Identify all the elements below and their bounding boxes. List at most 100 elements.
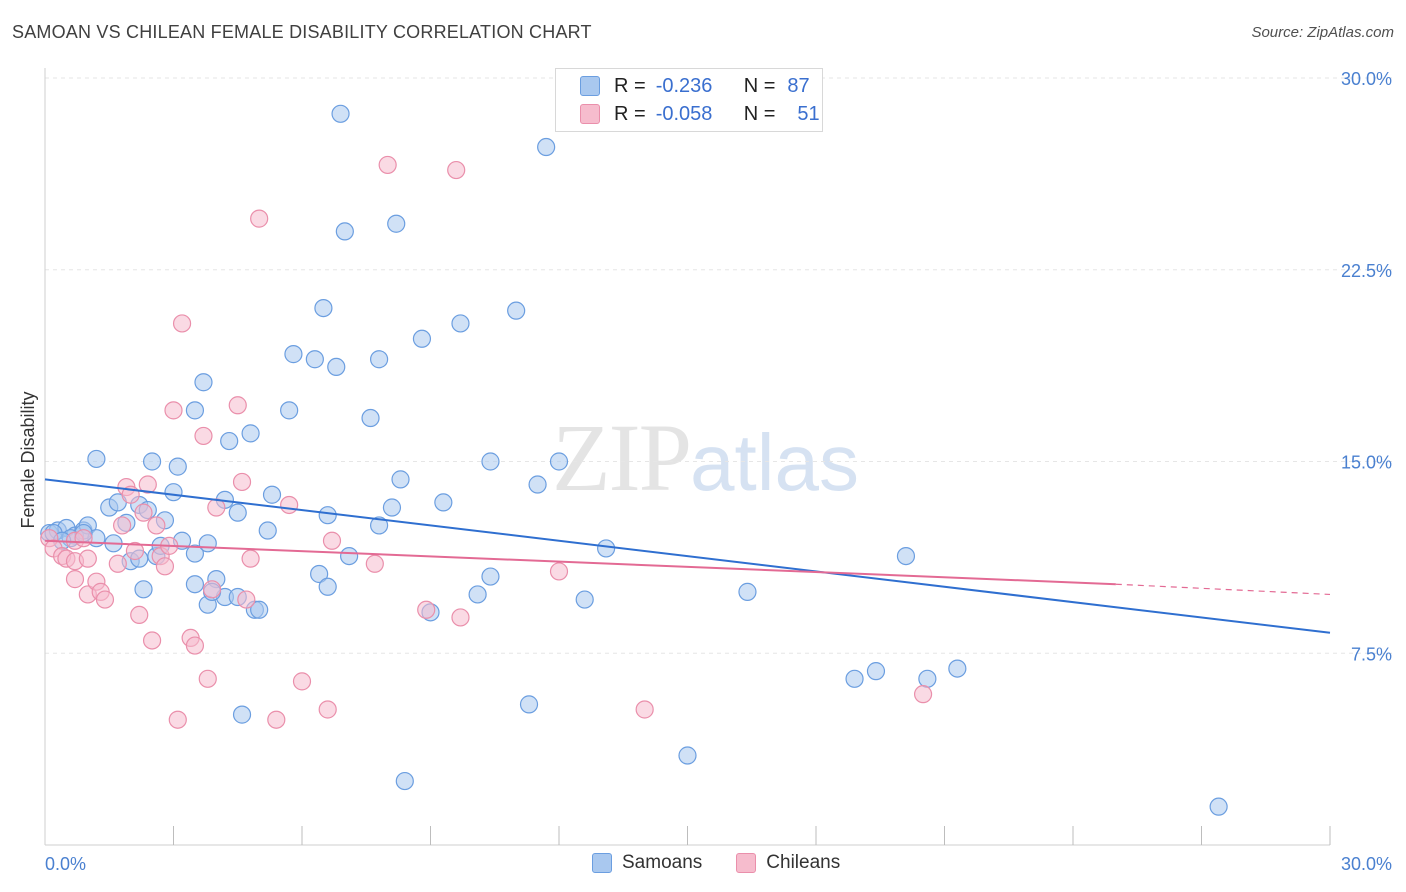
chileans-point [125, 541, 145, 561]
samoans-point [678, 746, 697, 765]
x-tick-label: 0.0% [45, 854, 86, 874]
chileans-trend-extension [1115, 583, 1331, 596]
chileans-point [142, 631, 162, 650]
samoans-point [537, 137, 556, 157]
samoans-point [918, 669, 937, 688]
series-legend: Samoans Chileans [592, 852, 874, 874]
samoans-point [845, 669, 864, 688]
chileans-trend-line [44, 539, 1116, 586]
chileans-point [549, 562, 569, 581]
samoans-point [331, 104, 350, 123]
samoans-point [228, 503, 247, 522]
samoans-point [250, 600, 269, 619]
chileans-point [207, 498, 226, 517]
chileans-point [280, 495, 299, 515]
chileans-point [134, 503, 153, 522]
chileans-point [292, 672, 312, 691]
samoans-swatch [592, 853, 612, 873]
samoans-point [412, 329, 432, 348]
samoans-point [451, 314, 470, 333]
samoans-point [481, 567, 500, 586]
chileans-point [378, 155, 397, 175]
samoans-point [597, 539, 616, 558]
chileans-swatch [736, 853, 757, 873]
x-tick-label: 30.0% [1341, 854, 1392, 874]
samoans-point [305, 350, 324, 369]
chileans-point [168, 710, 187, 729]
samoans-point [507, 301, 526, 320]
samoans-point [519, 695, 539, 714]
chileans-point [78, 549, 97, 568]
samoans-point [262, 485, 282, 504]
legend-r-label: R = [614, 102, 646, 125]
samoans-swatch [580, 76, 600, 96]
chileans-point [194, 426, 213, 446]
legend-label-samoans: Samoans [622, 852, 703, 873]
chileans-point [155, 557, 175, 576]
samoans-point [335, 222, 354, 241]
samoans-point [318, 577, 337, 596]
chileans-point [241, 549, 260, 568]
samoans-point [280, 401, 299, 420]
chileans-point [172, 314, 192, 333]
chileans-point [138, 475, 157, 494]
samoans-point [194, 373, 213, 392]
y-tick-label: 15.0% [1341, 453, 1392, 473]
samoans-point [318, 506, 337, 525]
chileans-point [365, 554, 384, 573]
samoans-point [434, 493, 453, 512]
chileans-point [74, 529, 93, 548]
legend-row-samoans: R = -0.236 N = 87 [580, 73, 810, 99]
samoans-point [314, 299, 333, 318]
chileans-point [108, 554, 127, 573]
chileans-point [318, 700, 337, 719]
chileans-point [447, 160, 466, 180]
watermark-zip: ZIP [552, 404, 692, 511]
samoans-point [232, 705, 252, 724]
chileans-point [130, 605, 149, 625]
legend-item-samoans[interactable]: Samoans [592, 852, 702, 874]
legend-n-value: 51 [797, 102, 820, 125]
chileans-point [250, 209, 269, 228]
samoans-point [382, 498, 402, 517]
samoans-point [575, 590, 594, 609]
samoans-point [896, 546, 916, 566]
legend-r-value: -0.236 [655, 74, 713, 97]
samoans-point [948, 659, 967, 678]
samoans-point [327, 357, 346, 377]
samoans-point [391, 470, 410, 489]
legend-label-chileans: Chileans [766, 852, 841, 873]
samoans-point [220, 431, 239, 451]
samoans-point [185, 575, 205, 594]
chileans-point [913, 685, 933, 704]
legend-r-value: -0.058 [655, 102, 713, 125]
chileans-point [202, 580, 222, 599]
chileans-swatch [580, 104, 600, 124]
chileans-point [237, 590, 256, 609]
samoans-point [284, 345, 303, 364]
samoans-point [310, 564, 329, 584]
chileans-point [232, 472, 252, 492]
y-axis-label: Female Disability [18, 391, 38, 528]
y-tick-label: 30.0% [1341, 69, 1392, 89]
chileans-point [95, 590, 115, 609]
samoans-point [198, 534, 217, 553]
legend-r-label: R = [614, 74, 646, 97]
chileans-point [112, 516, 132, 535]
samoans-point [185, 544, 205, 563]
samoans-point [1209, 797, 1228, 816]
samoans-point [370, 350, 389, 369]
chileans-point [185, 636, 205, 655]
samoans-point [468, 585, 487, 604]
samoans-point [481, 452, 500, 471]
samoans-point [340, 546, 359, 566]
chileans-point [147, 516, 166, 535]
chileans-point [228, 396, 247, 415]
legend-n-label: N = [743, 74, 776, 97]
legend-item-chileans[interactable]: Chileans [736, 852, 840, 874]
samoans-point [549, 452, 569, 471]
samoans-point [370, 516, 389, 535]
samoans-point [87, 449, 106, 469]
samoans-point [258, 521, 277, 540]
